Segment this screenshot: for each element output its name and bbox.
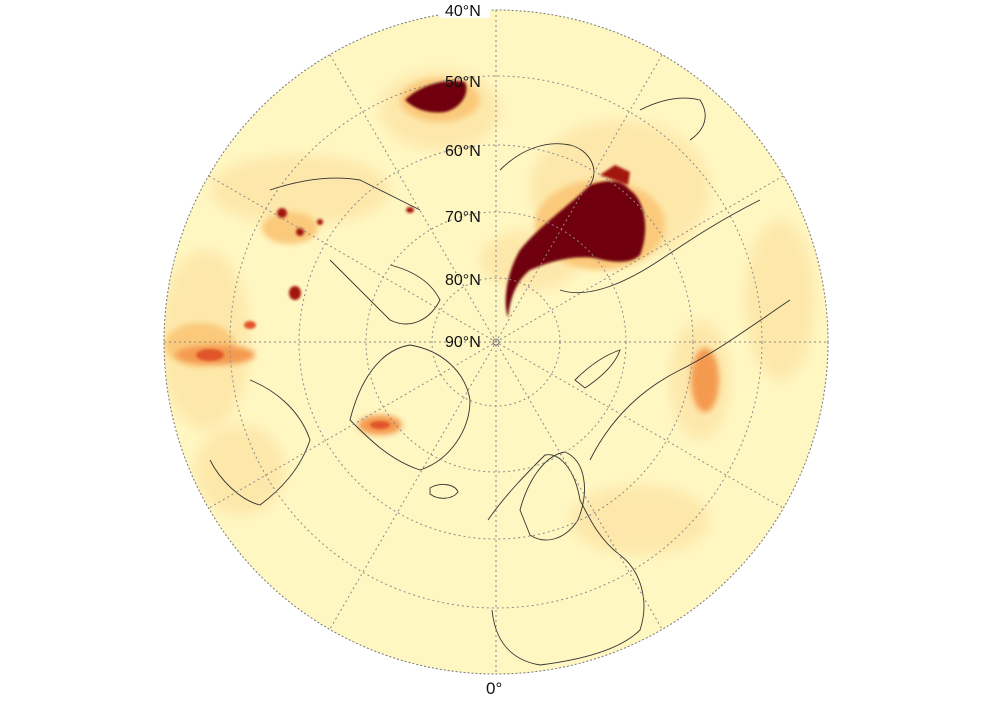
coast-north-america	[209, 379, 311, 506]
plume-northwest-light	[210, 155, 390, 225]
lon-label-0: 0°	[486, 679, 502, 698]
coast-canada-arctic	[329, 259, 441, 325]
hotspot-siberia	[505, 181, 646, 318]
coast-europe	[487, 454, 645, 666]
hotspot-west-1	[289, 286, 301, 300]
pole-marker	[492, 338, 500, 346]
hotspot-nw-1	[277, 208, 287, 218]
lat-label-70: 70°N	[445, 209, 481, 226]
coast-alaska	[269, 177, 421, 211]
concentration-field	[164, 70, 815, 555]
plume-southeast-light	[570, 485, 710, 555]
coast-greenland	[349, 344, 471, 471]
hotspot-nw-3	[317, 219, 323, 225]
meridians	[164, 10, 828, 674]
hotspot-canada-small	[406, 207, 414, 213]
coast-scandinavia	[519, 451, 585, 541]
plume-east-medium	[691, 348, 719, 412]
lat-circle-60	[298, 144, 694, 540]
hotspot-west-3	[196, 349, 224, 361]
graticule	[164, 10, 828, 674]
plume-southwest-light	[195, 425, 285, 515]
lat-label-50: 50°N	[445, 74, 481, 91]
map-outline	[163, 9, 829, 675]
hotspot-north	[405, 80, 467, 113]
coast-chukotka	[499, 143, 595, 186]
plume-east-edge-light	[745, 220, 815, 380]
coast-siberia	[559, 199, 761, 294]
lat-label-90: 90°N	[445, 334, 481, 351]
coastlines	[209, 97, 791, 666]
hotspot-greenland	[370, 421, 390, 429]
hotspot-nw-2	[296, 228, 304, 236]
plume-nw-medium	[262, 212, 318, 244]
lat-label-80: 80°N	[445, 272, 481, 289]
lat-label-40: 40°N	[445, 3, 481, 20]
coast-iceland	[429, 484, 459, 499]
lat-label-60: 60°N	[445, 143, 481, 160]
coast-russia-north	[589, 299, 791, 461]
hotspot-siberia-edge	[600, 165, 630, 185]
coast-novaya-zemlya	[574, 349, 621, 389]
coast-kamchatka	[639, 97, 706, 141]
hotspot-west-2	[244, 321, 256, 329]
